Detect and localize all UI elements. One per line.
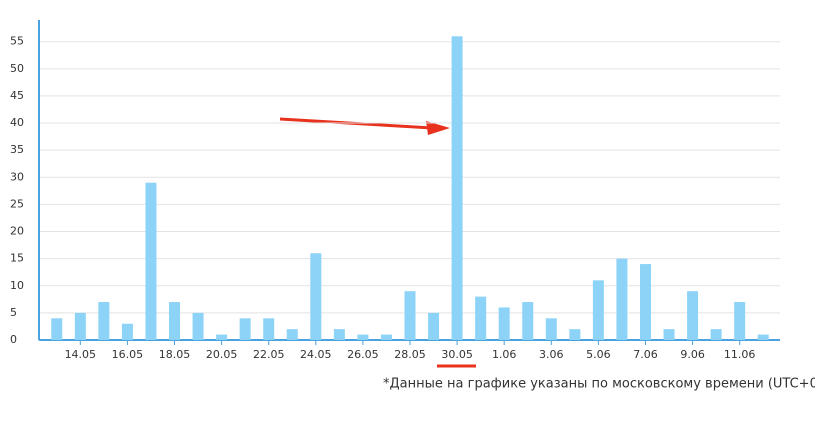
bar bbox=[192, 312, 204, 340]
bar bbox=[286, 329, 298, 340]
y-tick-label: 40 bbox=[10, 116, 24, 129]
bar bbox=[239, 318, 251, 340]
bar bbox=[263, 318, 275, 340]
bar bbox=[357, 334, 369, 340]
y-tick-label: 25 bbox=[10, 197, 24, 210]
y-tick-label: 0 bbox=[10, 333, 17, 346]
x-tick-label: 5.06 bbox=[586, 348, 611, 361]
y-tick-label: 35 bbox=[10, 143, 24, 156]
bar bbox=[169, 302, 181, 340]
bar bbox=[639, 264, 651, 340]
x-tick-label: 1.06 bbox=[492, 348, 517, 361]
bar bbox=[522, 302, 534, 340]
y-tick-label: 30 bbox=[10, 170, 24, 183]
y-tick-label: 15 bbox=[10, 252, 24, 265]
y-tick-label: 20 bbox=[10, 225, 24, 238]
x-tick-label: 26.05 bbox=[347, 348, 379, 361]
y-tick-label: 55 bbox=[10, 35, 24, 48]
bar bbox=[757, 334, 769, 340]
y-tick-label: 10 bbox=[10, 279, 24, 292]
x-tick-label: 7.06 bbox=[633, 348, 658, 361]
x-tick-label: 11.06 bbox=[724, 348, 756, 361]
x-tick-label: 24.05 bbox=[300, 348, 332, 361]
bar bbox=[498, 307, 510, 340]
y-tick-label: 5 bbox=[10, 306, 17, 319]
annotation-arrowhead bbox=[426, 121, 450, 135]
bar bbox=[380, 334, 392, 340]
bar bbox=[734, 302, 746, 340]
y-tick-label: 45 bbox=[10, 89, 24, 102]
x-tick-label: 3.06 bbox=[539, 348, 564, 361]
x-tick-label: 14.05 bbox=[65, 348, 97, 361]
x-tick-label: 20.05 bbox=[206, 348, 238, 361]
x-tick-label: 9.06 bbox=[680, 348, 705, 361]
bar bbox=[710, 329, 722, 340]
bar bbox=[310, 253, 322, 340]
bar bbox=[451, 36, 463, 341]
x-tick-label: 22.05 bbox=[253, 348, 285, 361]
bar bbox=[98, 302, 110, 340]
bar bbox=[145, 182, 157, 340]
bar bbox=[51, 318, 63, 340]
bar bbox=[545, 318, 557, 340]
bar bbox=[475, 296, 487, 340]
y-tick-label: 50 bbox=[10, 62, 24, 75]
bar bbox=[592, 280, 604, 340]
x-tick-label: 28.05 bbox=[394, 348, 426, 361]
bar bbox=[663, 329, 675, 340]
bar bbox=[404, 291, 416, 340]
bar bbox=[428, 312, 440, 340]
bar bbox=[121, 323, 133, 340]
bar bbox=[333, 329, 345, 340]
bar bbox=[616, 258, 628, 340]
bar bbox=[569, 329, 581, 340]
x-tick-label: 18.05 bbox=[159, 348, 191, 361]
bar bbox=[216, 334, 228, 340]
x-tick-label: 16.05 bbox=[112, 348, 144, 361]
bar bbox=[687, 291, 699, 340]
footnote: *Данные на графике указаны по московском… bbox=[383, 377, 815, 392]
bar bbox=[74, 312, 86, 340]
x-tick-label: 30.05 bbox=[441, 348, 473, 361]
